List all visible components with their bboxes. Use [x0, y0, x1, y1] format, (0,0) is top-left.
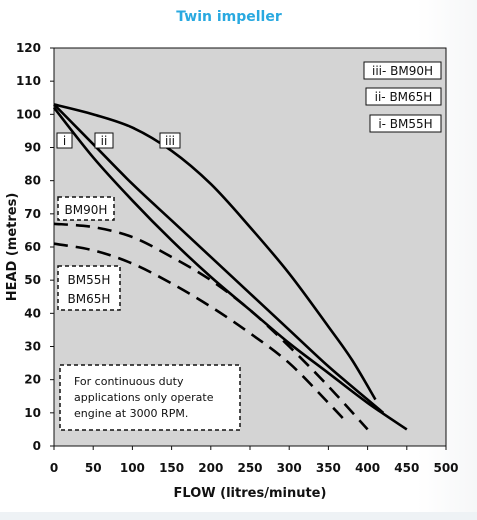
note-line-1: For continuous duty — [74, 375, 184, 388]
y-axis-label: HEAD (metres) — [5, 193, 20, 302]
x-tick-label: 50 — [85, 461, 102, 475]
footer-band — [0, 512, 477, 520]
curve-solid-iii-bm90h — [53, 103, 377, 401]
legend-item-box — [363, 61, 442, 80]
x-tick-label: 400 — [355, 461, 380, 475]
x-tick-label: 100 — [120, 461, 145, 475]
x-tick-label: 250 — [237, 461, 262, 475]
curves — [52, 103, 408, 431]
x-axis-ticks: 0 50 100 150 200 250 300 350 400 450 500 — [50, 446, 459, 475]
x-tick-label: 450 — [394, 461, 419, 475]
curve-marker-iii: iii — [159, 132, 181, 149]
y-tick-label: 50 — [24, 273, 41, 287]
duty-note: For continuous duty applications only op… — [59, 364, 241, 431]
curve-marker-i: i — [56, 132, 73, 149]
legend: iii- BM90H ii- BM65H i- BM55H — [363, 61, 442, 133]
y-tick-label: 100 — [16, 107, 41, 121]
curve-dashed-bm90h — [53, 222, 369, 431]
y-tick-label: 80 — [24, 174, 41, 188]
dashed-label-bm90h-text: BM90H — [65, 203, 108, 217]
y-axis-ticks: 0 10 20 30 40 50 60 70 80 90 100 110 120 — [16, 41, 54, 453]
legend-item-box — [369, 114, 442, 133]
chart-title: Twin impeller — [176, 9, 282, 25]
y-tick-label: 90 — [24, 141, 41, 155]
dashed-label-bm55h-text: BM55H — [68, 273, 111, 287]
note-line-3: engine at 3000 RPM. — [74, 407, 188, 420]
dashed-label-bm90h: BM90H — [57, 196, 115, 221]
x-tick-label: 500 — [433, 461, 458, 475]
curve-marker-ii-label: ii — [101, 134, 108, 148]
dashed-label-bm55h-bm65h: BM55H BM65H — [57, 265, 121, 311]
curve-dashed-bm55h-bm65h — [53, 242, 346, 421]
legend-item-bm65h: ii- BM65H — [375, 90, 433, 104]
x-tick-label: 300 — [277, 461, 302, 475]
note-line-2: applications only operate — [74, 391, 214, 404]
y-tick-label: 10 — [24, 406, 41, 420]
curve-solid-ii-bm65h — [53, 103, 385, 414]
curve-marker-iii-label: iii — [165, 134, 175, 148]
y-tick-label: 60 — [24, 240, 41, 254]
x-tick-label: 350 — [316, 461, 341, 475]
y-tick-label: 110 — [16, 74, 41, 88]
legend-item-bm55h: i- BM55H — [378, 117, 432, 131]
x-axis-label: FLOW (litres/minute) — [174, 486, 327, 501]
legend-item-box — [365, 87, 442, 106]
dashed-label-bm65h-text: BM65H — [68, 292, 111, 306]
curve-marker-i-label: i — [63, 134, 66, 148]
y-tick-label: 20 — [24, 373, 41, 387]
curve-solid-i-bm55h — [52, 106, 408, 431]
curve-marker-ii: ii — [94, 132, 114, 149]
y-tick-label: 0 — [33, 439, 41, 453]
y-tick-label: 40 — [24, 306, 41, 320]
legend-item-bm90h: iii- BM90H — [372, 64, 433, 78]
x-tick-label: 150 — [159, 461, 184, 475]
x-tick-label: 0 — [50, 461, 58, 475]
y-tick-label: 30 — [24, 340, 41, 354]
x-tick-label: 200 — [198, 461, 223, 475]
y-tick-label: 70 — [24, 207, 41, 221]
y-tick-label: 120 — [16, 41, 41, 55]
